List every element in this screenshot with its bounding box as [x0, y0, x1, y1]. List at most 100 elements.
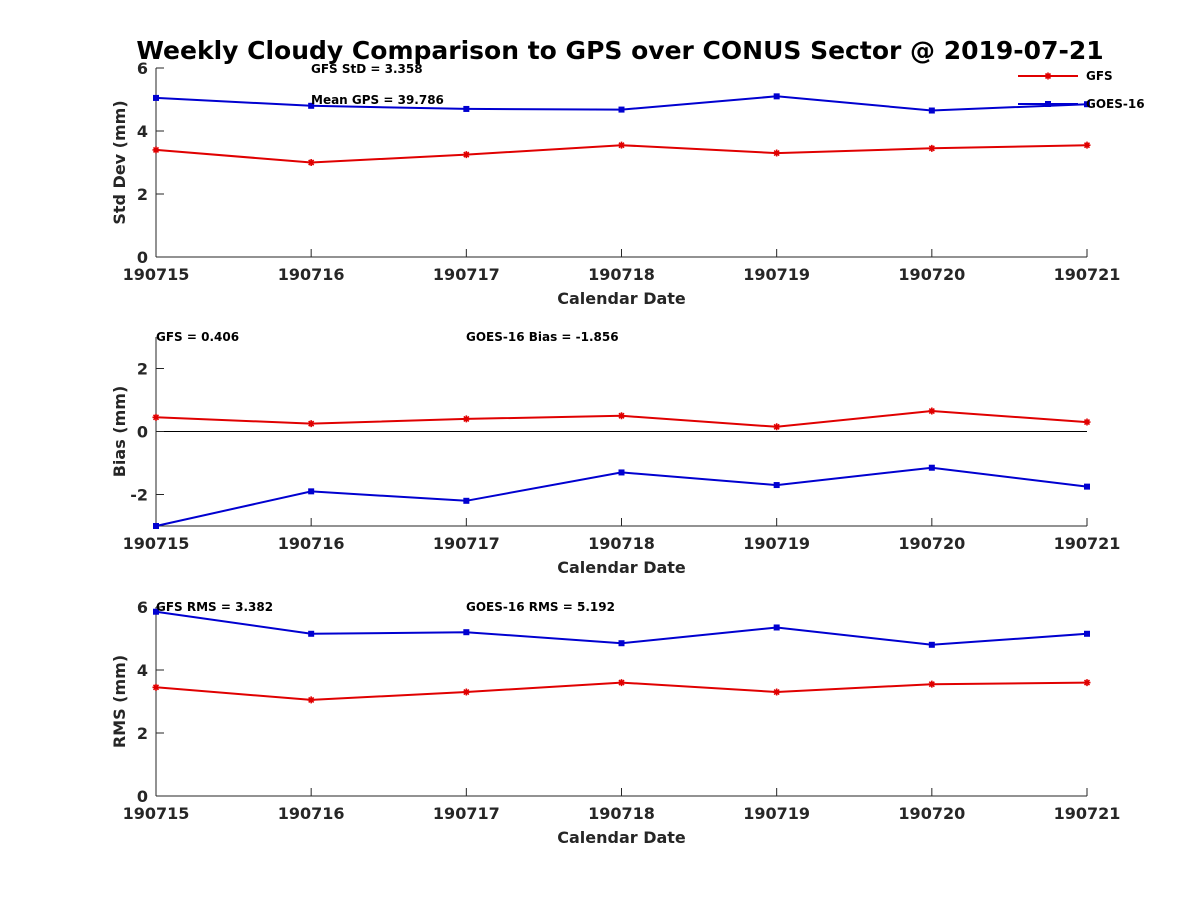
panels: 0 2 4 6 190715 190716 190717 190718 190719 190720…: [110, 59, 1120, 847]
y-tick-label: 2: [137, 185, 148, 204]
data-point: [618, 679, 625, 687]
data-point: [153, 523, 159, 529]
data-point: [618, 469, 625, 476]
x-tick-label: 190717: [433, 804, 500, 823]
data-point: [928, 144, 936, 152]
data-point: [307, 420, 315, 428]
series-goes-16: [153, 608, 1090, 648]
x-tick-label: 190716: [278, 804, 345, 823]
data-point: [928, 464, 935, 471]
y-tick-label: 6: [137, 598, 148, 617]
series-gfs: [152, 141, 1091, 166]
series-goes-16: [153, 93, 1090, 114]
y-tick-label: 0: [137, 787, 148, 806]
annotation: GFS StD = 3.358: [311, 62, 423, 76]
figure-title: Weekly Cloudy Comparison to GPS over CON…: [136, 36, 1103, 65]
data-point: [928, 107, 935, 114]
data-point: [463, 629, 470, 636]
data-point: [618, 640, 625, 647]
annotation: Mean GPS = 39.786: [311, 93, 444, 107]
x-tick-label: 190720: [898, 265, 965, 284]
legend: GFS GOES-16: [1018, 69, 1145, 111]
data-point: [152, 413, 160, 421]
legend-marker: [1045, 101, 1051, 107]
x-tick-label: 190715: [123, 804, 190, 823]
data-point: [618, 141, 625, 149]
legend-label: GFS: [1086, 69, 1113, 83]
y-tick-label: 0: [137, 423, 148, 442]
panel-1: 0 2 4 6 190715 190716 190717 190718 190719 190720…: [110, 59, 1120, 308]
y-tick-label: 0: [137, 248, 148, 267]
data-point: [462, 688, 470, 696]
x-tick-label: 190721: [1054, 804, 1121, 823]
series-gfs: [152, 679, 1091, 704]
data-point: [1083, 418, 1091, 426]
x-tick-label: 190718: [588, 534, 655, 553]
y-axis-label: Std Dev (mm): [110, 100, 129, 224]
x-tick-label: 190718: [588, 804, 655, 823]
legend-item-goes-16: GOES-16: [1018, 97, 1145, 111]
y-tick-label: -2: [130, 486, 148, 505]
y-tick-label: 2: [137, 360, 148, 379]
x-tick-label: 190716: [278, 265, 345, 284]
data-point: [462, 415, 470, 423]
y-tick-label: 4: [137, 661, 148, 680]
x-tick-label: 190719: [743, 534, 810, 553]
data-point: [1084, 630, 1090, 637]
x-tick-label: 190715: [123, 534, 190, 553]
x-tick-label: 190721: [1054, 265, 1121, 284]
x-tick-label: 190716: [278, 534, 345, 553]
panel-3: 0 2 4 6 190715 190716 190717 190718 190719 190720…: [110, 598, 1120, 847]
data-point: [928, 641, 935, 648]
series-gfs: [152, 407, 1091, 431]
series-line: [155, 466, 1088, 527]
x-tick-label: 190717: [433, 534, 500, 553]
x-tick-label: 190718: [588, 265, 655, 284]
data-point: [153, 94, 159, 101]
data-point: [308, 488, 315, 495]
x-tick-label: 190719: [743, 804, 810, 823]
panel-2: -2 0 2 190715 190716 190717 190718 190719 190720…: [110, 330, 1120, 577]
data-point: [773, 423, 781, 431]
data-point: [463, 105, 470, 112]
x-tick-label: 190720: [898, 534, 965, 553]
annotation: GOES-16 RMS = 5.192: [466, 600, 615, 614]
data-point: [152, 683, 160, 691]
data-point: [773, 482, 780, 489]
x-axis-label: Calendar Date: [557, 558, 686, 577]
x-tick-label: 190719: [743, 265, 810, 284]
data-point: [928, 680, 936, 688]
y-axis-label: Bias (mm): [110, 386, 129, 478]
data-point: [1084, 101, 1090, 108]
x-tick-label: 190717: [433, 265, 500, 284]
series-goes-16: [153, 464, 1090, 529]
y-tick-label: 4: [137, 122, 148, 141]
data-point: [1083, 141, 1091, 149]
x-tick-label: 190715: [123, 265, 190, 284]
annotation: GFS = 0.406: [156, 330, 239, 344]
data-point: [152, 146, 160, 154]
y-axis-label: RMS (mm): [110, 655, 129, 748]
data-point: [308, 102, 315, 109]
data-point: [773, 149, 781, 157]
data-point: [307, 159, 315, 166]
data-point: [618, 106, 625, 113]
data-point: [1084, 483, 1090, 490]
data-point: [153, 608, 159, 615]
data-point: [1083, 679, 1091, 687]
legend-marker: [1044, 72, 1052, 80]
y-tick-label: 6: [137, 59, 148, 78]
data-point: [773, 93, 780, 100]
annotation: GOES-16 Bias = -1.856: [466, 330, 619, 344]
legend-item-gfs: GFS: [1018, 69, 1113, 83]
legend-label: GOES-16: [1086, 97, 1145, 111]
data-point: [773, 624, 780, 631]
data-point: [618, 412, 625, 420]
data-point: [773, 688, 781, 696]
x-tick-label: 190721: [1054, 534, 1121, 553]
data-point: [928, 407, 936, 415]
x-tick-label: 190720: [898, 804, 965, 823]
y-tick-label: 2: [137, 724, 148, 743]
series-line: [155, 610, 1088, 646]
